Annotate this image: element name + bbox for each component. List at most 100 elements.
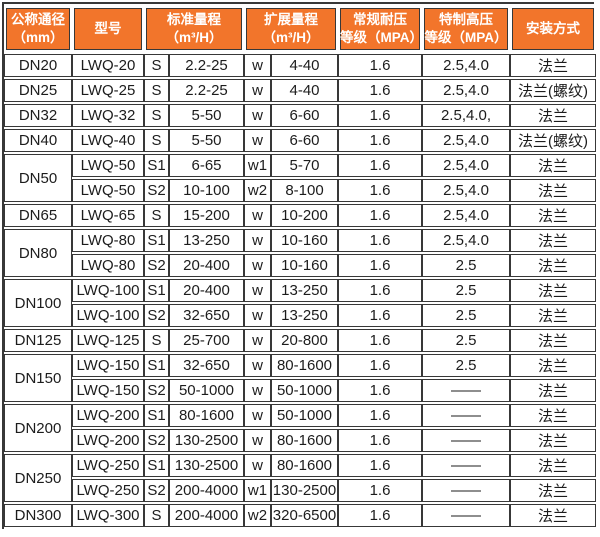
extended-range-cell: 50-1000 (271, 404, 338, 427)
standard-range-code-cell: S (144, 329, 169, 352)
extended-range-code-cell: w (244, 279, 271, 302)
standard-pressure-cell: 1.6 (338, 204, 422, 227)
extended-range-code-cell: w (244, 254, 271, 277)
installation-cell: 法兰(螺纹) (510, 129, 596, 152)
extended-range-cell: 80-1600 (271, 429, 338, 452)
installation-cell: 法兰 (510, 254, 596, 277)
standard-range-cell: 50-1000 (169, 379, 244, 402)
header-extended-range: 扩展量程 （m³/H） (244, 6, 338, 52)
model-cell: LWQ-20 (72, 54, 144, 77)
diameter-cell: DN200 (4, 404, 72, 452)
diameter-cell: DN25 (4, 79, 72, 102)
header-standard-pressure: 常规耐压 等级（MPA） (338, 6, 423, 52)
standard-range-code-cell: S (144, 129, 169, 152)
standard-range-code-cell: S2 (144, 479, 169, 502)
standard-range-code-cell: S1 (144, 354, 169, 377)
standard-pressure-cell: 1.6 (338, 329, 422, 352)
table-row: DN40 LWQ-40 S 5-50 w 6-60 1.6 2.5,4.0 法兰(螺纹) (4, 129, 596, 152)
standard-range-code-cell: S1 (144, 454, 169, 477)
table-row: LWQ-50 S2 10-100 w2 8-100 1.6 2.5,4.0 法兰 (4, 179, 596, 202)
extended-range-cell: 13-250 (271, 304, 338, 327)
standard-pressure-cell: 1.6 (338, 304, 422, 327)
extended-range-code-cell: w (244, 204, 271, 227)
standard-pressure-cell: 1.6 (338, 354, 422, 377)
model-cell: LWQ-125 (72, 329, 144, 352)
standard-range-cell: 5-50 (169, 104, 244, 127)
extended-range-code-cell: w1 (244, 154, 271, 177)
extended-range-code-cell: w (244, 229, 271, 252)
header-high-pressure: 特制高压 等级（MPA） (422, 6, 510, 52)
standard-range-cell: 20-400 (169, 254, 244, 277)
diameter-cell: DN32 (4, 104, 72, 127)
installation-cell: 法兰 (510, 279, 596, 302)
table-row: DN250 LWQ-250 S1 130-2500 w 80-1600 1.6 —— 法兰 (4, 454, 596, 502)
high-pressure-cell: 2.5,4.0 (422, 129, 510, 152)
installation-cell: 法兰 (510, 479, 596, 502)
installation-cell: 法兰 (510, 229, 596, 252)
table-row: LWQ-100 S2 32-650 w 13-250 1.6 2.5 法兰 (4, 304, 596, 327)
extended-range-cell: 320-6500 (271, 504, 338, 527)
table-body: DN20 LWQ-20 S 2.2-25 w 4-40 1.6 2.5,4.0 法兰 DN25 LW… (4, 54, 596, 527)
standard-range-cell: 130-2500 (169, 429, 244, 452)
table-row: DN300 LWQ-300 S 200-4000 w2 320-6500 1.6 —— 法兰 (4, 504, 596, 527)
high-pressure-cell: 2.5,4.0 (422, 79, 510, 102)
standard-range-cell: 130-2500 (169, 454, 244, 477)
flowmeter-spec-table: 公称通径 （mm） 型号 标准量程 （m³/H） 扩展量程 （m³/H） 常规耐… (4, 4, 596, 529)
table-row: LWQ-200 S2 130-2500 w 80-1600 1.6 —— 法兰 (4, 429, 596, 452)
installation-cell: 法兰 (510, 179, 596, 202)
model-cell: LWQ-50 (72, 154, 144, 177)
extended-range-cell: 50-1000 (271, 379, 338, 402)
extended-range-code-cell: w2 (244, 179, 271, 202)
standard-range-cell: 6-65 (169, 154, 244, 177)
model-cell: LWQ-150 (72, 379, 144, 402)
extended-range-cell: 130-2500 (271, 479, 338, 502)
installation-cell: 法兰 (510, 404, 596, 427)
extended-range-cell: 6-60 (271, 104, 338, 127)
standard-range-code-cell: S1 (144, 229, 169, 252)
extended-range-code-cell: w (244, 129, 271, 152)
extended-range-code-cell: w (244, 454, 271, 477)
extended-range-cell: 10-200 (271, 204, 338, 227)
model-cell: LWQ-65 (72, 204, 144, 227)
high-pressure-cell: —— (422, 379, 510, 402)
extended-range-cell: 5-70 (271, 154, 338, 177)
high-pressure-cell: —— (422, 454, 510, 477)
model-cell: LWQ-100 (72, 304, 144, 327)
standard-pressure-cell: 1.6 (338, 479, 422, 502)
header-installation: 安装方式 (510, 6, 596, 52)
model-cell: LWQ-80 (72, 254, 144, 277)
extended-range-cell: 80-1600 (271, 354, 338, 377)
standard-pressure-cell: 1.6 (338, 404, 422, 427)
standard-range-cell: 5-50 (169, 129, 244, 152)
standard-range-code-cell: S (144, 79, 169, 102)
extended-range-cell: 13-250 (271, 279, 338, 302)
standard-range-cell: 13-250 (169, 229, 244, 252)
model-cell: LWQ-150 (72, 354, 144, 377)
diameter-cell: DN125 (4, 329, 72, 352)
standard-range-code-cell: S (144, 504, 169, 527)
standard-range-cell: 32-650 (169, 354, 244, 377)
standard-pressure-cell: 1.6 (338, 429, 422, 452)
diameter-cell: DN50 (4, 154, 72, 202)
standard-range-cell: 2.2-25 (169, 54, 244, 77)
standard-pressure-cell: 1.6 (338, 279, 422, 302)
extended-range-cell: 4-40 (271, 79, 338, 102)
diameter-cell: DN100 (4, 279, 72, 327)
standard-pressure-cell: 1.6 (338, 379, 422, 402)
header-standard-range: 标准量程 （m³/H） (144, 6, 244, 52)
extended-range-cell: 10-160 (271, 229, 338, 252)
standard-range-cell: 15-200 (169, 204, 244, 227)
table-row: DN200 LWQ-200 S1 80-1600 w 50-1000 1.6 —— 法兰 (4, 404, 596, 452)
high-pressure-cell: 2.5,4.0 (422, 54, 510, 77)
extended-range-code-cell: w (244, 404, 271, 427)
diameter-cell: DN150 (4, 354, 72, 402)
extended-range-cell: 4-40 (271, 54, 338, 77)
standard-pressure-cell: 1.6 (338, 154, 422, 177)
extended-range-cell: 20-800 (271, 329, 338, 352)
standard-range-code-cell: S (144, 104, 169, 127)
standard-range-cell: 10-100 (169, 179, 244, 202)
standard-range-code-cell: S (144, 204, 169, 227)
standard-pressure-cell: 1.6 (338, 129, 422, 152)
table-row: DN20 LWQ-20 S 2.2-25 w 4-40 1.6 2.5,4.0 法兰 (4, 54, 596, 77)
standard-range-cell: 2.2-25 (169, 79, 244, 102)
